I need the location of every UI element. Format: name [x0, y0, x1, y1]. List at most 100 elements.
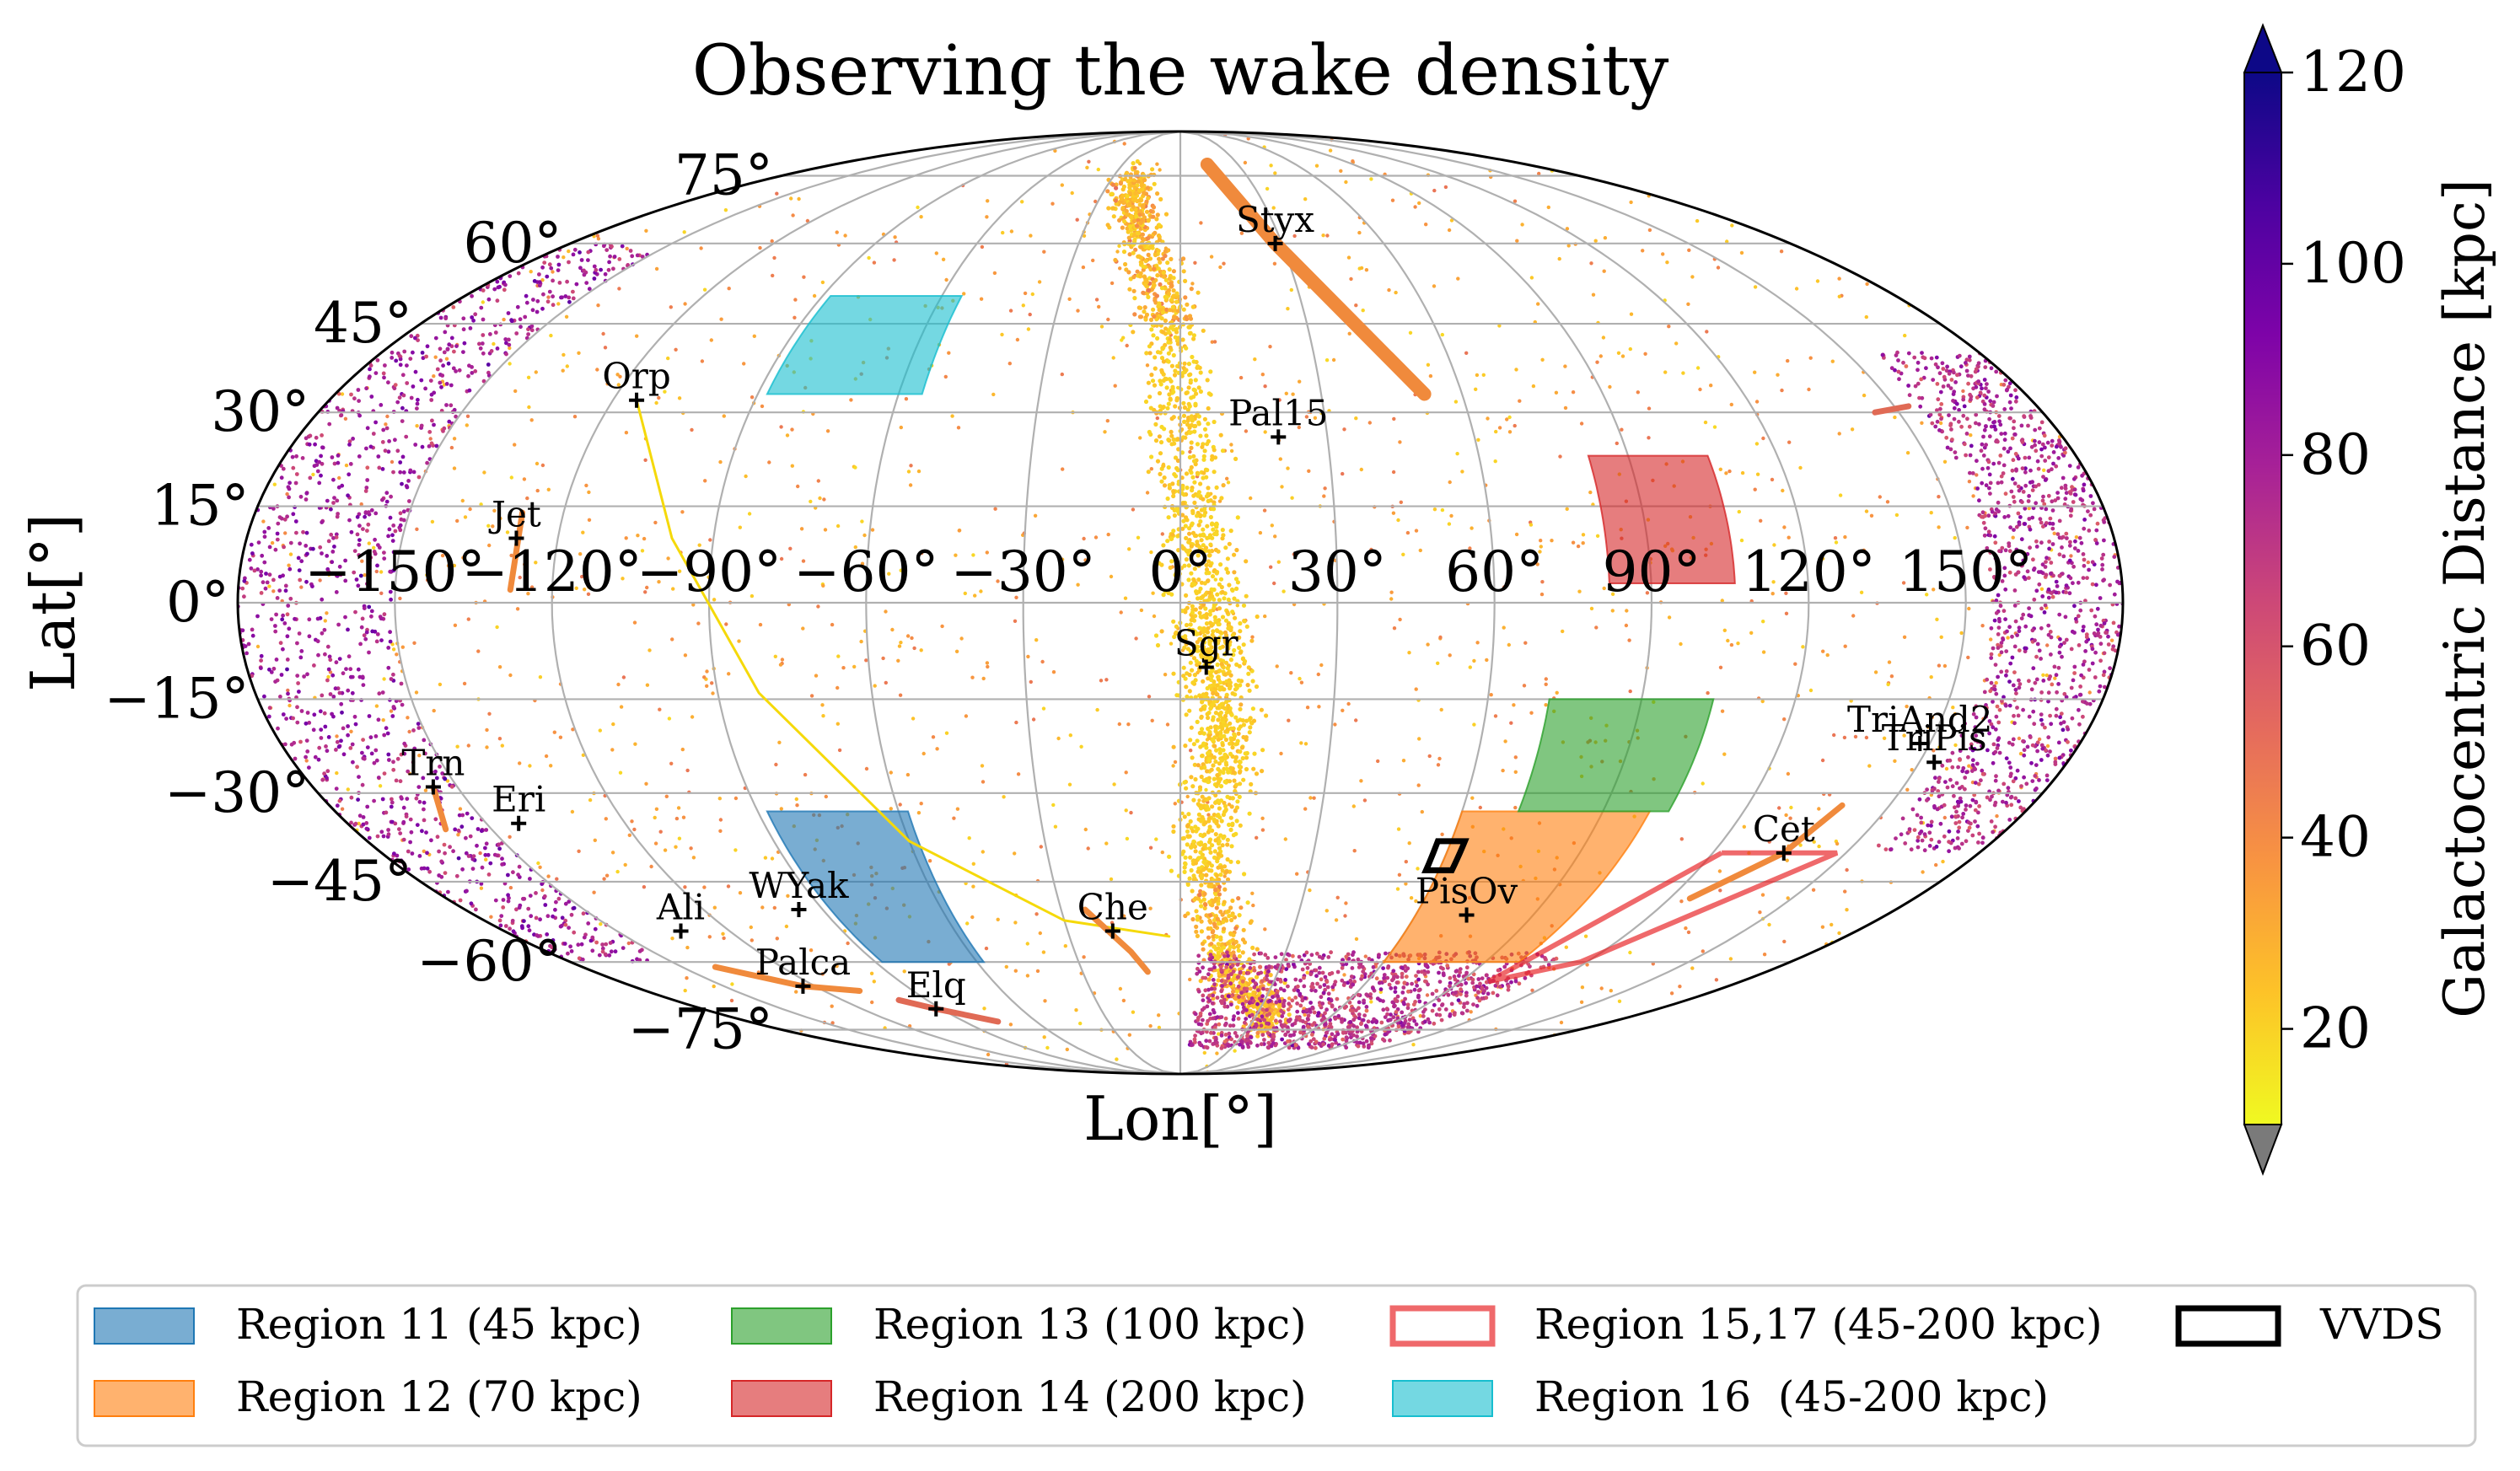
- star-point: [1196, 290, 1201, 295]
- star-point: [1190, 475, 1196, 480]
- star-point: [492, 508, 497, 513]
- star-point: [1815, 279, 1820, 283]
- star-point: [1198, 850, 1203, 855]
- star-point: [572, 905, 577, 910]
- star-point: [325, 644, 330, 649]
- star-point: [1478, 805, 1483, 810]
- star-point: [1050, 201, 1055, 206]
- star-point: [1189, 775, 1194, 780]
- star-point: [1206, 676, 1211, 681]
- star-point: [1224, 692, 1229, 697]
- star-point: [1206, 819, 1212, 824]
- star-point: [702, 675, 707, 679]
- star-point: [617, 257, 622, 261]
- star-point: [1233, 808, 1238, 813]
- star-point: [1230, 898, 1235, 904]
- star-point: [1453, 400, 1459, 404]
- star-point: [1939, 635, 1943, 639]
- star-point: [1464, 351, 1469, 355]
- star-point: [1581, 541, 1585, 545]
- star-point: [1146, 470, 1151, 475]
- star-point: [658, 829, 663, 834]
- star-point: [1271, 206, 1276, 210]
- star-point: [508, 835, 512, 839]
- star-point: [365, 804, 370, 809]
- star-point: [1249, 919, 1254, 924]
- star-point: [279, 475, 284, 480]
- star-point: [1540, 580, 1545, 584]
- star-point: [881, 656, 885, 661]
- star-point: [1229, 712, 1234, 717]
- star-point: [1106, 317, 1110, 322]
- star-point: [1208, 913, 1213, 918]
- star-point: [1210, 668, 1215, 674]
- star-point: [1001, 230, 1005, 235]
- star-point: [767, 460, 771, 464]
- star-point: [1183, 295, 1188, 300]
- star-point: [504, 352, 508, 357]
- star-point: [1687, 248, 1691, 252]
- star-point: [1620, 354, 1625, 358]
- star-point: [385, 414, 390, 419]
- star-point: [1144, 312, 1150, 317]
- star-point: [1730, 223, 1734, 228]
- star-point: [574, 282, 579, 287]
- star-point: [712, 984, 716, 989]
- star-point: [1203, 902, 1208, 907]
- star-point: [825, 429, 830, 433]
- star-point: [349, 729, 353, 733]
- star-point: [466, 617, 470, 621]
- star-point: [750, 593, 755, 599]
- star-point: [1538, 550, 1542, 554]
- star-point: [717, 797, 722, 801]
- star-point: [1230, 609, 1235, 615]
- star-point: [1196, 420, 1201, 425]
- star-point: [1401, 759, 1406, 763]
- star-point: [1346, 553, 1351, 558]
- star-point: [1152, 614, 1157, 619]
- star-point: [250, 633, 255, 638]
- star-point: [790, 464, 794, 468]
- star-point: [1070, 191, 1074, 196]
- star-point: [801, 626, 805, 631]
- star-point: [600, 942, 604, 947]
- star-point: [1753, 487, 1757, 491]
- star-point: [683, 302, 687, 306]
- star-point: [1152, 383, 1158, 388]
- star-point: [432, 422, 436, 427]
- star-point: [1061, 467, 1065, 471]
- star-point: [1289, 671, 1293, 675]
- star-point: [912, 646, 916, 651]
- star-point: [1149, 327, 1154, 332]
- star-point: [778, 663, 783, 667]
- star-point: [530, 308, 535, 313]
- star-point: [892, 258, 896, 262]
- star-point: [384, 491, 390, 496]
- star-point: [620, 244, 625, 249]
- star-point: [449, 784, 454, 789]
- star-point: [1864, 735, 1869, 740]
- star-point: [1214, 873, 1219, 878]
- star-point: [1218, 937, 1223, 942]
- star-point: [707, 935, 712, 939]
- star-point: [519, 325, 523, 330]
- star-point: [796, 484, 800, 489]
- star-point: [1184, 712, 1189, 717]
- star-point: [588, 797, 593, 803]
- star-point: [1095, 707, 1099, 712]
- star-point: [592, 264, 597, 269]
- star-point: [1129, 228, 1134, 233]
- star-point: [1196, 471, 1201, 477]
- star-point: [1537, 171, 1541, 176]
- star-point: [384, 726, 389, 731]
- star-point: [1218, 710, 1223, 716]
- star-point: [454, 344, 459, 348]
- star-point: [1762, 953, 1767, 957]
- star-point: [1926, 725, 1931, 729]
- star-point: [455, 518, 459, 523]
- star-point: [2069, 554, 2073, 558]
- star-point: [1932, 588, 1936, 592]
- star-point: [1258, 964, 1263, 969]
- star-point: [372, 545, 376, 550]
- star-point: [1172, 472, 1177, 477]
